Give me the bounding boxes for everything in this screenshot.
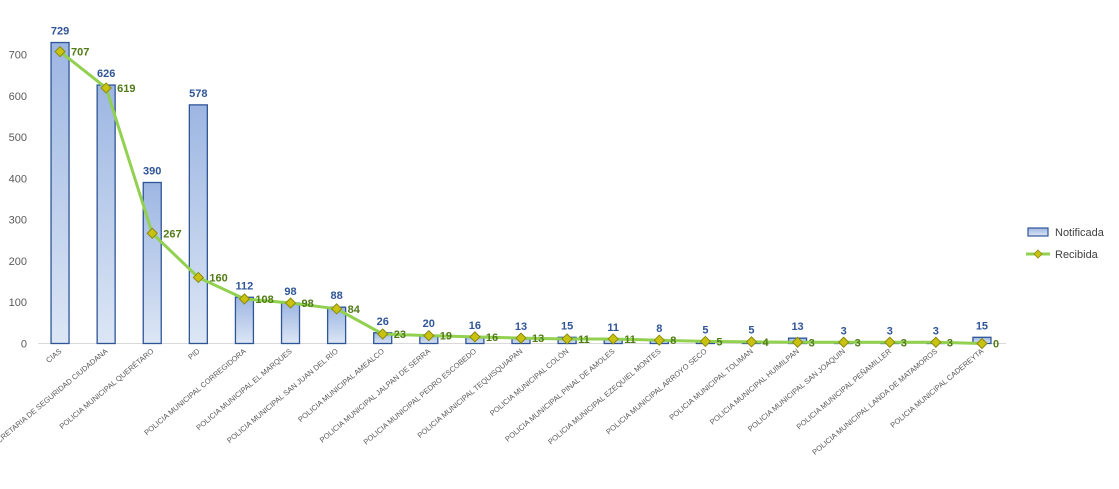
bar-data-label: 15 bbox=[561, 320, 573, 332]
y-tick-label: 100 bbox=[9, 297, 27, 309]
marker-recibida bbox=[469, 331, 481, 343]
x-category-label: POLICIA MUNICIPAL HUIMILPAN bbox=[708, 347, 801, 427]
legend-marker-recibida bbox=[1033, 249, 1043, 259]
y-tick-label: 600 bbox=[9, 91, 27, 103]
marker-recibida bbox=[791, 336, 804, 348]
bar-data-label: 112 bbox=[236, 280, 254, 292]
x-category-label: POLICIA MUNICIPAL AMEALCO bbox=[296, 347, 386, 424]
marker-recibida bbox=[284, 297, 297, 309]
bar-data-label: 5 bbox=[702, 324, 708, 336]
line-data-label: 4 bbox=[762, 337, 769, 349]
marker-recibida bbox=[607, 333, 619, 345]
line-data-label: 11 bbox=[624, 334, 636, 346]
bar-notificada bbox=[50, 41, 70, 345]
line-data-label: 3 bbox=[901, 337, 907, 349]
marker-recibida bbox=[745, 336, 758, 348]
bar-data-label: 390 bbox=[143, 165, 161, 177]
marker-recibida bbox=[699, 335, 712, 348]
bar-notificada bbox=[142, 181, 162, 345]
bar-notificada bbox=[188, 104, 208, 345]
marker-recibida bbox=[884, 336, 896, 348]
bar-layer bbox=[50, 41, 992, 345]
y-tick-label: 200 bbox=[9, 256, 27, 268]
bar-data-label: 13 bbox=[515, 321, 527, 333]
line-data-label: 160 bbox=[209, 272, 227, 284]
bar-data-label: 16 bbox=[469, 320, 481, 332]
marker-recibida bbox=[238, 293, 251, 305]
x-category-label: POLICIA MUNICIPAL SAN JOAQUIN bbox=[746, 347, 847, 434]
bar-notificada bbox=[96, 84, 116, 345]
line-data-label: 0 bbox=[993, 339, 999, 351]
marker-recibida bbox=[192, 271, 205, 284]
line-data-label: 3 bbox=[809, 337, 815, 349]
legend-swatch-notificada bbox=[1027, 227, 1049, 237]
bar-notificada bbox=[280, 302, 301, 345]
line-data-label: 23 bbox=[394, 329, 406, 341]
legend-label-notificada: Notificada bbox=[1055, 227, 1105, 239]
marker-recibida bbox=[515, 332, 527, 344]
bar-data-label: 26 bbox=[377, 316, 389, 328]
marker-recibida bbox=[837, 336, 850, 348]
line-data-label: 3 bbox=[855, 337, 861, 349]
x-category-label: POLICIA MUNICIPAL CADEREYTA bbox=[889, 347, 986, 430]
bar-data-label: 8 bbox=[656, 323, 662, 335]
legend-label-recibida: Recibida bbox=[1055, 249, 1099, 261]
marker-recibida bbox=[423, 329, 435, 342]
x-category-label: POLICIA MUNICIPAL ARROYO SECO bbox=[604, 347, 709, 437]
bar-data-label: 578 bbox=[189, 88, 207, 100]
line-data-label: 8 bbox=[670, 335, 676, 347]
y-tick-label: 500 bbox=[9, 132, 27, 144]
x-category-label: POLICIA MUNICIPAL PEÑAMILLER bbox=[795, 346, 894, 431]
line-data-label: 98 bbox=[302, 298, 314, 310]
line-data-label: 84 bbox=[348, 304, 361, 316]
x-category-label: POLICIA MUNICIPAL COLÓN bbox=[488, 347, 570, 418]
marker-recibida bbox=[100, 82, 112, 94]
bar-data-label: 88 bbox=[330, 290, 342, 302]
marker-recibida bbox=[561, 333, 573, 345]
bar-data-label: 3 bbox=[887, 325, 893, 337]
marker-recibida bbox=[930, 336, 942, 348]
bar-data-label: 20 bbox=[423, 318, 435, 330]
line-data-label: 13 bbox=[532, 333, 544, 345]
marker-recibida bbox=[54, 45, 66, 58]
bar-data-label: 13 bbox=[791, 321, 803, 333]
marker-recibida bbox=[377, 328, 389, 340]
x-category-label: POLICIA MUNICIPAL QUERÉTARO bbox=[58, 347, 156, 431]
line-data-label: 707 bbox=[71, 47, 89, 59]
bar-data-label: 3 bbox=[841, 325, 847, 337]
line-data-label: 16 bbox=[486, 332, 498, 344]
legend: Notificada Recibida bbox=[1026, 227, 1105, 261]
bar-data-label: 15 bbox=[976, 320, 988, 332]
x-category-label: POLICIA MUNICIPAL EL MARQUES bbox=[194, 347, 293, 432]
line-data-label: 619 bbox=[117, 83, 135, 95]
y-tick-label: 300 bbox=[9, 215, 27, 227]
bar-data-label: 98 bbox=[284, 286, 296, 298]
bar-data-label: 729 bbox=[51, 26, 69, 38]
bar-data-label: 626 bbox=[97, 68, 115, 80]
line-data-label: 11 bbox=[578, 334, 590, 346]
marker-recibida bbox=[330, 303, 343, 315]
y-tick-label: 400 bbox=[9, 173, 27, 185]
line-data-label: 19 bbox=[440, 331, 452, 343]
line-data-label: 267 bbox=[163, 228, 181, 240]
marker-recibida bbox=[653, 334, 665, 346]
bar-data-label: 11 bbox=[607, 322, 619, 334]
x-category-label: CIAS bbox=[44, 347, 63, 365]
line-layer bbox=[54, 45, 988, 350]
x-category-label: POLICIA MUNICIPAL TOLIMAN bbox=[667, 347, 754, 422]
bar-data-label: 3 bbox=[933, 325, 939, 337]
y-tick-label: 0 bbox=[21, 339, 27, 351]
x-category-label: PID bbox=[186, 346, 202, 361]
marker-recibida bbox=[976, 337, 988, 350]
marker-recibida bbox=[146, 227, 158, 239]
bar-data-label: 5 bbox=[748, 324, 754, 336]
line-data-label: 5 bbox=[716, 336, 722, 348]
line-data-label: 108 bbox=[255, 294, 273, 306]
y-tick-label: 700 bbox=[9, 50, 27, 62]
line-data-label: 3 bbox=[947, 337, 953, 349]
